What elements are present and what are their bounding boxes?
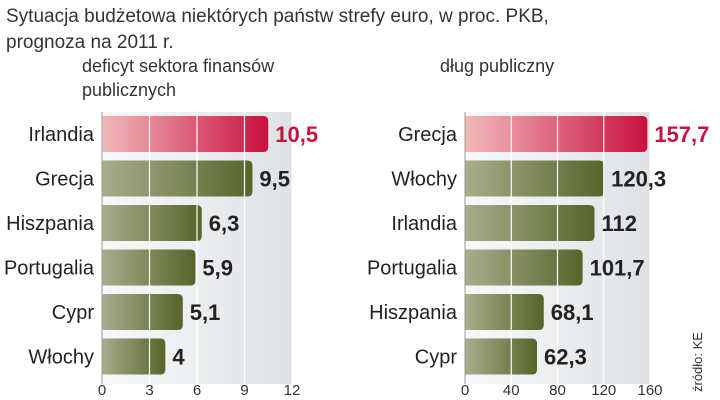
chart-title-line: prognoza na 2011 r. (6, 32, 174, 53)
chart-panel-1: deficyt sektora finansów publicznych Irlan… (4, 56, 318, 399)
tick-label: 6 (193, 382, 201, 399)
panel-title: dług publiczny (440, 56, 554, 76)
category-label: Irlandia (28, 124, 94, 146)
category-label: Grecja (35, 169, 95, 191)
value-label: 62,3 (544, 345, 587, 370)
chart-title-line: Sytuacja budżetowa niektórych państw str… (6, 6, 549, 27)
tick-label: 3 (145, 382, 153, 399)
panel-title-line: dług publiczny (440, 56, 554, 76)
category-label: Hiszpania (369, 302, 458, 324)
bar (465, 205, 595, 241)
bar (465, 116, 648, 152)
value-label: 6,3 (209, 211, 240, 236)
bar (102, 205, 202, 241)
value-label: 101,7 (590, 256, 645, 281)
tick-label: 0 (461, 382, 469, 399)
tick-label: 9 (240, 382, 248, 399)
category-label: Włochy (28, 347, 94, 369)
value-label: 5,1 (190, 300, 221, 325)
bar (465, 249, 583, 286)
value-label: 5,9 (202, 256, 233, 281)
category-label: Cypr (415, 347, 458, 369)
chart-title: Sytuacja budżetowa niektórych państw str… (6, 4, 646, 56)
value-label: 9,5 (259, 167, 290, 192)
tick-label: 0 (98, 382, 106, 399)
category-label: Hiszpania (6, 213, 95, 235)
category-label: Irlandia (391, 213, 457, 235)
tick-label: 120 (591, 382, 616, 399)
bar (465, 294, 544, 330)
bar (102, 160, 253, 197)
tick-label: 160 (637, 382, 662, 399)
value-label: 68,1 (551, 300, 594, 325)
bar (102, 294, 183, 330)
panel-title: deficyt sektora finansów publicznych (82, 56, 275, 100)
tick-label: 80 (549, 382, 566, 399)
bar (102, 249, 196, 286)
category-label: Włochy (391, 169, 457, 191)
source-note: źródło: KE (690, 332, 705, 392)
value-label: 4 (172, 345, 185, 370)
value-label: 10,5 (275, 122, 318, 147)
bar (102, 116, 269, 152)
tick-label: 12 (284, 382, 301, 399)
category-label: Cypr (52, 302, 95, 324)
value-label: 112 (602, 211, 638, 236)
bar (465, 338, 538, 375)
chart-panel-2: dług publiczny Grecja 157,7 Włochy 120,3 Irla… (367, 56, 709, 399)
category-label: Portugalia (367, 258, 458, 280)
value-label: 157,7 (654, 122, 709, 147)
bar (465, 160, 605, 197)
tick-label: 40 (503, 382, 520, 399)
category-label: Portugalia (4, 258, 95, 280)
value-label: 120,3 (611, 167, 666, 192)
panel-title-line: deficyt sektora finansów (82, 56, 275, 76)
bar (102, 338, 166, 375)
panel-title-line: publicznych (82, 80, 176, 100)
category-label: Grecja (398, 124, 458, 146)
